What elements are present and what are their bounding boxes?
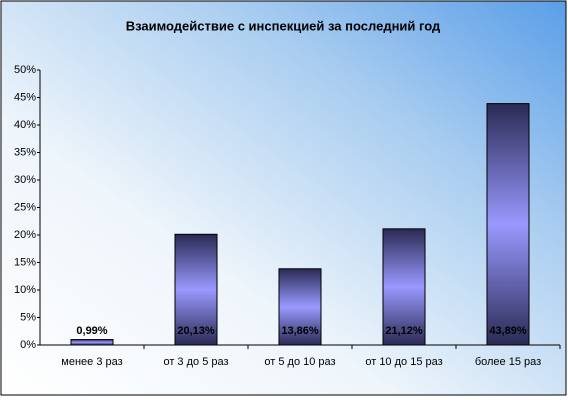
value-label: 21,12% (385, 325, 423, 337)
x-tick-label: от 3 до 5 раз (163, 356, 228, 368)
bar (382, 228, 426, 346)
y-tick-label: 5% (20, 311, 36, 323)
y-tick-label: 25% (14, 201, 36, 213)
y-tick-label: 20% (14, 229, 36, 241)
y-tick-label: 50% (14, 64, 36, 76)
y-tick-label: 0% (20, 339, 36, 351)
value-label: 43,89% (489, 325, 527, 337)
y-tick-label: 15% (14, 256, 36, 268)
bar (70, 339, 114, 346)
value-label: 0,99% (76, 325, 107, 337)
bar (174, 233, 218, 346)
x-tick-label: менее 3 раз (61, 356, 122, 368)
y-tick-label: 40% (14, 119, 36, 131)
bar (486, 103, 530, 346)
y-tick-label: 45% (14, 91, 36, 103)
y-tick-label: 30% (14, 174, 36, 186)
y-tick-label: 10% (14, 284, 36, 296)
bar (278, 268, 322, 346)
chart-title: Взаимодействие с инспекцией за последний… (126, 18, 441, 33)
x-tick-label: от 5 до 10 раз (264, 356, 335, 368)
value-label: 13,86% (281, 325, 319, 337)
x-tick-label: от 10 до 15 раз (365, 356, 442, 368)
value-label: 20,13% (177, 325, 215, 337)
x-tick-label: более 15 раз (475, 356, 541, 368)
y-tick-label: 35% (14, 146, 36, 158)
